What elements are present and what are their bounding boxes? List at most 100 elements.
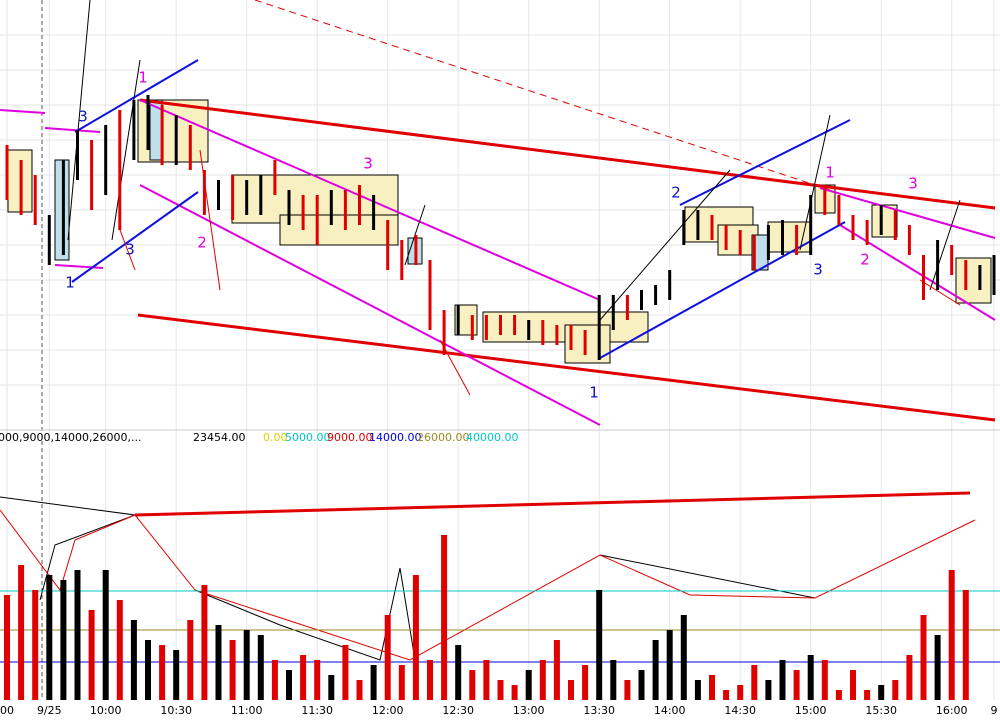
annotation: 2 [860, 251, 870, 269]
volume-bar [793, 670, 800, 700]
volume-bar [920, 615, 927, 700]
volume-bar [342, 645, 349, 700]
annotation: 3 [908, 175, 918, 193]
volume-bar [102, 570, 109, 700]
volume-bar [511, 685, 518, 700]
volume-bar [257, 635, 264, 700]
volume-bar [948, 570, 955, 700]
x-tick-label: 10:00 [90, 704, 122, 717]
volume-bar [88, 610, 95, 700]
volume-bar [835, 690, 842, 700]
volume-bar [821, 660, 828, 700]
volume-bar [60, 580, 67, 700]
dashed-trendline [254, 0, 831, 191]
annotation: 2 [197, 234, 207, 252]
volume-bar [807, 655, 814, 700]
volume-bar [709, 675, 715, 700]
volume-bar [694, 680, 701, 700]
annotation: 3 [363, 155, 373, 173]
volume-bar [539, 660, 546, 700]
volume-bar [906, 655, 913, 700]
volume-bar [680, 615, 687, 700]
x-tick-label: 14:00 [654, 704, 686, 717]
volume-bar [300, 655, 307, 700]
volume-bar [271, 660, 278, 700]
volume-bar [74, 570, 81, 700]
volume-bar [765, 680, 772, 700]
volume-bar [892, 680, 899, 700]
x-tick-label: 10:30 [160, 704, 192, 717]
volume-bar [32, 590, 39, 700]
x-tick-label: 9 [991, 704, 998, 717]
volume-bar [596, 590, 603, 700]
x-tick-label: 14:30 [724, 704, 756, 717]
volume-bar [159, 645, 166, 700]
x-tick-label: 11:00 [231, 704, 263, 717]
volume-bar [850, 670, 856, 700]
indicator-label: 40000.00 [466, 431, 519, 444]
volume-bar [412, 575, 419, 700]
indicator-label: 26000.00 [417, 431, 470, 444]
annotation: 1 [825, 164, 835, 182]
volume-bar [455, 645, 462, 700]
x-tick-label: 15:00 [795, 704, 827, 717]
indicator-label: 23454.00 [193, 431, 246, 444]
volume-bar [483, 660, 490, 700]
volume-bar [652, 640, 659, 700]
volume-bar [638, 670, 645, 700]
volume-bar [441, 535, 448, 700]
volume-bar [553, 640, 560, 700]
volume-bar [229, 640, 236, 700]
volume-bar [314, 660, 321, 700]
volume-bar [243, 630, 250, 700]
indicator-label: 14000.00 [369, 431, 422, 444]
volume-bar [18, 565, 25, 700]
volume-bar [356, 680, 363, 700]
annotation: 1 [138, 69, 148, 87]
thin-red-lines [0, 149, 976, 661]
indicator-label: 000,9000,14000,26000,... [0, 431, 141, 444]
volume-bar [610, 660, 617, 700]
annotation: 1 [589, 384, 599, 402]
annotation: 1 [65, 274, 75, 292]
volume-bar [962, 590, 969, 700]
volume-bar [286, 670, 292, 700]
x-tick-label: 11:30 [301, 704, 333, 717]
annotation: 3 [813, 261, 823, 279]
x-tick-label: 13:00 [513, 704, 545, 717]
x-tick-label: 9/25 [37, 704, 62, 717]
annotation: 3 [125, 241, 135, 259]
red-trendlines [134, 98, 996, 517]
volume-bar [46, 575, 53, 700]
x-tick-label: 13:30 [583, 704, 615, 717]
volume-bar [723, 690, 730, 700]
volume-bar [737, 685, 744, 700]
volume-bar [864, 690, 871, 700]
level-lines [0, 590, 1000, 663]
volume-bar [116, 600, 123, 700]
indicator-label: 9000.00 [327, 431, 373, 444]
volume-bar [130, 620, 137, 700]
volume-bar [934, 635, 941, 700]
volume-bar [145, 640, 151, 700]
volume-bar [215, 625, 222, 700]
volume-bar [187, 620, 194, 700]
volume-bar [751, 665, 758, 700]
volume-bar [328, 675, 335, 700]
x-tick-label: 00 [0, 704, 14, 717]
volume-bar [878, 685, 885, 700]
annotation: 2 [671, 184, 681, 202]
x-tick-label: 15:30 [865, 704, 897, 717]
volume-bar [201, 585, 208, 700]
volume-bar [384, 615, 391, 700]
x-tick-label: 12:00 [372, 704, 404, 717]
volume-bar [624, 680, 631, 700]
volume-bar [4, 595, 10, 700]
volume-bar [427, 660, 433, 700]
volume-bar [370, 665, 377, 700]
indicator-label: 5000.00 [285, 431, 331, 444]
volume-bar [469, 670, 476, 700]
volume-bar [497, 680, 504, 700]
volume-bar [568, 680, 574, 700]
